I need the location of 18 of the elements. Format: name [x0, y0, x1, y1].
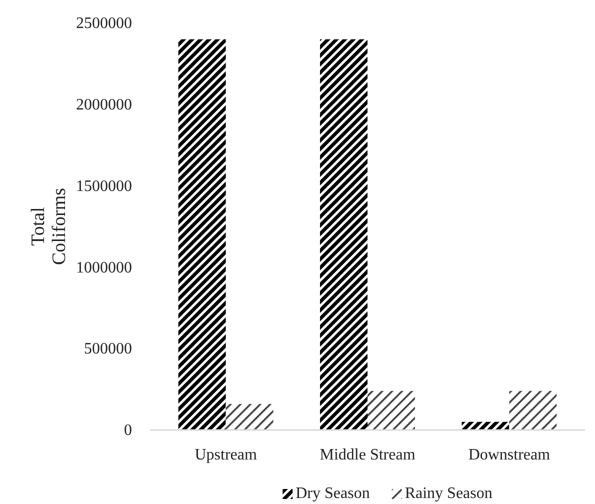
- x-tick-label: Upstream: [194, 446, 258, 464]
- y-tick-label: 0: [124, 422, 132, 440]
- bar: [178, 39, 226, 430]
- y-tick-label: 2000000: [76, 96, 132, 114]
- bar: [462, 422, 510, 430]
- y-tick-label: 500000: [84, 340, 132, 358]
- y-tick-label: 1500000: [76, 178, 132, 195]
- bar: [320, 39, 368, 430]
- y-tick-label: 2500000: [76, 15, 132, 32]
- y-tick-label: 1000000: [76, 259, 132, 276]
- legend-label: Dry Season: [296, 485, 370, 502]
- bar: [368, 390, 415, 430]
- bar: [509, 390, 557, 430]
- bar: [226, 404, 274, 430]
- legend-label: Rainy Season: [404, 485, 492, 502]
- y-axis-title: Total Coliforms: [28, 188, 70, 266]
- x-tick-label: Middle Stream: [320, 446, 416, 464]
- x-tick-label: Downstream: [468, 446, 551, 464]
